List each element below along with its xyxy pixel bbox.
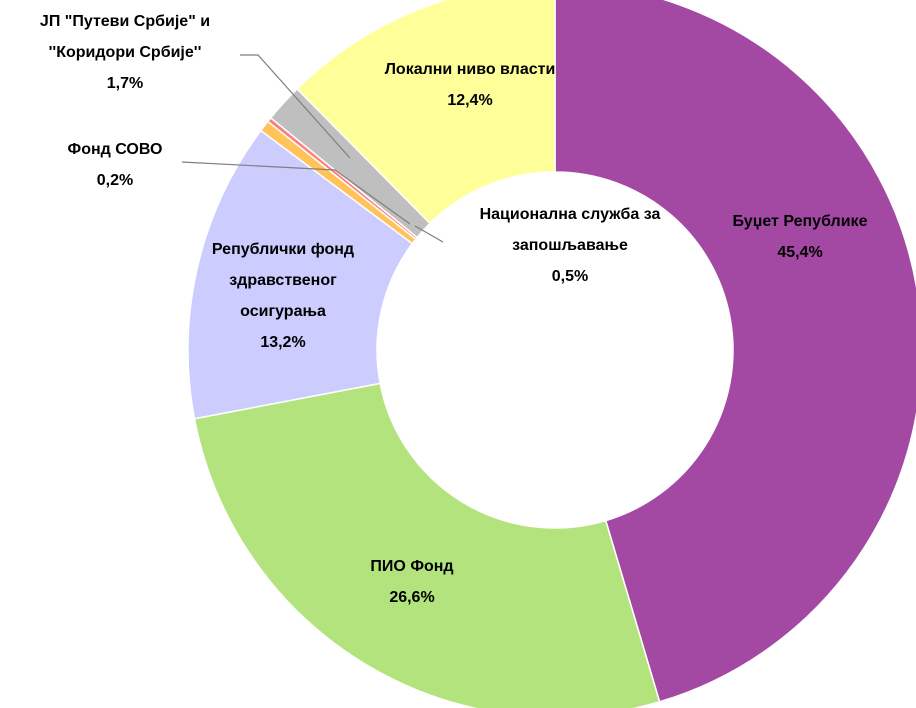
data-label-name: здравственог xyxy=(229,272,337,289)
leader-line xyxy=(181,161,411,225)
donut-slice xyxy=(296,0,556,225)
data-label-value: 12,4% xyxy=(447,92,492,109)
data-label-value: 45,4% xyxy=(777,244,822,261)
data-label-name: Национална служба за xyxy=(480,206,661,223)
data-label-value: 13,2% xyxy=(260,334,305,351)
data-label-value: 26,6% xyxy=(389,589,434,606)
data-label-name: Буџет Републике xyxy=(733,213,868,230)
data-label-name: ЈП "Путеви Србије" и xyxy=(40,13,210,30)
data-label-value: 0,2% xyxy=(97,172,133,189)
data-label-name: Локални ниво власти xyxy=(385,61,556,78)
data-label-name: ''Коридори Србије'' xyxy=(49,44,202,61)
data-label-name: Фонд СОВО xyxy=(68,141,163,158)
data-label-value: 0,5% xyxy=(552,268,588,285)
data-label-name: запошљавање xyxy=(512,237,628,254)
data-label-name: ПИО Фонд xyxy=(370,558,453,575)
data-label-name: осигурања xyxy=(240,303,326,320)
data-label-name: Републички фонд xyxy=(212,241,354,258)
donut-slice xyxy=(193,382,661,708)
leader-line xyxy=(240,54,351,159)
leader-line xyxy=(414,225,444,243)
data-label-value: 1,7% xyxy=(107,75,143,92)
donut-slice xyxy=(554,0,916,703)
